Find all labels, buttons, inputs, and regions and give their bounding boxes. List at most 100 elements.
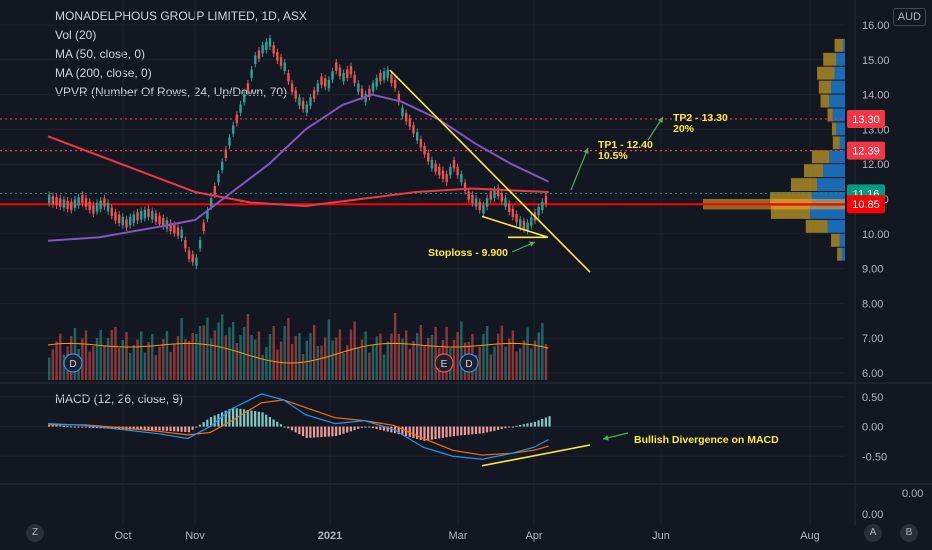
macd-histogram-bar (239, 408, 242, 427)
volume-profile-bar-down (834, 66, 845, 80)
macd-histogram-bar (224, 410, 227, 427)
volume-bar (158, 347, 161, 380)
candle-body (353, 74, 356, 84)
time-tick-label: Apr (525, 530, 542, 542)
volume-bar (81, 338, 84, 380)
candle-body (268, 38, 272, 47)
resistance-trendline[interactable] (389, 69, 591, 273)
macd-histogram-bar (522, 424, 525, 427)
candle-body (541, 201, 544, 211)
support-trendline[interactable] (481, 215, 549, 239)
tp1-percent: 10.5% (598, 150, 628, 162)
event-marker[interactable] (434, 353, 454, 373)
macd-histogram-bar (467, 426, 470, 435)
volume-bar (364, 331, 367, 380)
macd-histogram-bar (202, 422, 205, 427)
macd-histogram-bar (320, 426, 323, 438)
volume-bar (522, 340, 526, 380)
volume-profile-bar-down (841, 247, 845, 261)
candle-body (434, 163, 437, 172)
macd-histogram-bar (309, 426, 312, 438)
candle-body (209, 198, 213, 207)
candle-body (232, 125, 235, 134)
candle-body (338, 67, 342, 77)
volume-bar (213, 330, 216, 380)
macd-histogram-bar (423, 426, 426, 441)
candle-body (331, 71, 334, 80)
volume-profile-bar-up (817, 66, 835, 80)
volume-bar (408, 349, 412, 380)
chart-title: MONADELPHOUS GROUP LIMITED, 1D, ASX (55, 9, 307, 23)
volume-bar (169, 352, 172, 380)
candle-body (471, 194, 474, 204)
nav-right-b-button[interactable]: B (900, 524, 918, 542)
candle-body (456, 166, 459, 176)
macd-histogram-bar (471, 426, 474, 435)
macd-histogram-bar (84, 426, 87, 428)
macd-histogram-bar (463, 426, 467, 436)
macd-histogram-bar (327, 426, 330, 437)
macd-histogram-bar (198, 424, 202, 427)
candle-body (519, 219, 522, 228)
volume-bar (416, 333, 419, 380)
macd-histogram-bar (449, 426, 452, 437)
macd-histogram-bar (287, 426, 290, 429)
macd-histogram-bar (257, 411, 260, 427)
volume-bar (404, 330, 408, 380)
volume-bar (268, 334, 272, 380)
currency-button[interactable]: AUD (892, 8, 926, 26)
ma50-line[interactable] (47, 93, 549, 242)
candle-body (95, 202, 99, 212)
macd-histogram-bar (445, 426, 448, 438)
volume-profile-bar-down (832, 108, 845, 122)
candle-body (316, 83, 320, 92)
candle-body (305, 104, 308, 113)
volume-bar (261, 355, 264, 380)
nav-right-a-button[interactable]: A (864, 524, 882, 542)
price-tick-label: 14.00 (862, 90, 890, 102)
candle-body (257, 50, 261, 59)
volume-bar (202, 325, 205, 380)
candle-body (526, 222, 529, 232)
candle-body (254, 55, 257, 64)
macd-histogram-bar (357, 426, 360, 429)
candle-body (382, 71, 386, 80)
volume-bar (530, 348, 533, 380)
candle-body (412, 125, 415, 134)
volume-bar (445, 327, 448, 380)
volume-bar (368, 352, 371, 380)
event-marker[interactable] (63, 353, 83, 373)
legend-vpvr[interactable]: VPVR (Number Of Rows, 24, Up/Down, 70) (55, 85, 288, 99)
candle-body (364, 93, 367, 103)
divergence-trendline[interactable] (481, 444, 591, 467)
stoploss-label: Stoploss - 9.900 (428, 247, 508, 259)
macd-histogram-bar (132, 426, 135, 430)
event-marker[interactable] (459, 353, 479, 373)
price-label-text: 10.85 (852, 199, 880, 211)
legend-macd[interactable]: MACD (12, 26, close, 9) (55, 392, 184, 406)
candle-body (117, 214, 121, 223)
nav-left-button[interactable]: Z (26, 524, 44, 542)
candle-body (283, 62, 286, 71)
macd-histogram-bar (305, 426, 308, 438)
candle-body (360, 88, 364, 98)
ma200-line[interactable] (47, 135, 549, 207)
macd-histogram-bar (206, 419, 209, 427)
legend-vol[interactable]: Vol (20) (55, 28, 97, 42)
candle-body (147, 208, 150, 218)
macd-signal-line[interactable] (48, 399, 549, 456)
volume-bar (393, 313, 397, 380)
candle-body (220, 161, 224, 171)
candle-body (246, 83, 250, 92)
candle-body (404, 113, 408, 122)
candle-body (276, 52, 279, 61)
macd-line[interactable] (47, 393, 549, 460)
legend-ma200[interactable]: MA (200, close, 0) (55, 66, 152, 80)
macd-histogram-bar (301, 426, 305, 437)
candle-body (401, 107, 404, 117)
macd-histogram-bar (533, 421, 536, 427)
candle-body (99, 200, 102, 209)
volume-profile-bar-up (837, 247, 842, 261)
price-tick-label: 16.00 (862, 20, 890, 32)
